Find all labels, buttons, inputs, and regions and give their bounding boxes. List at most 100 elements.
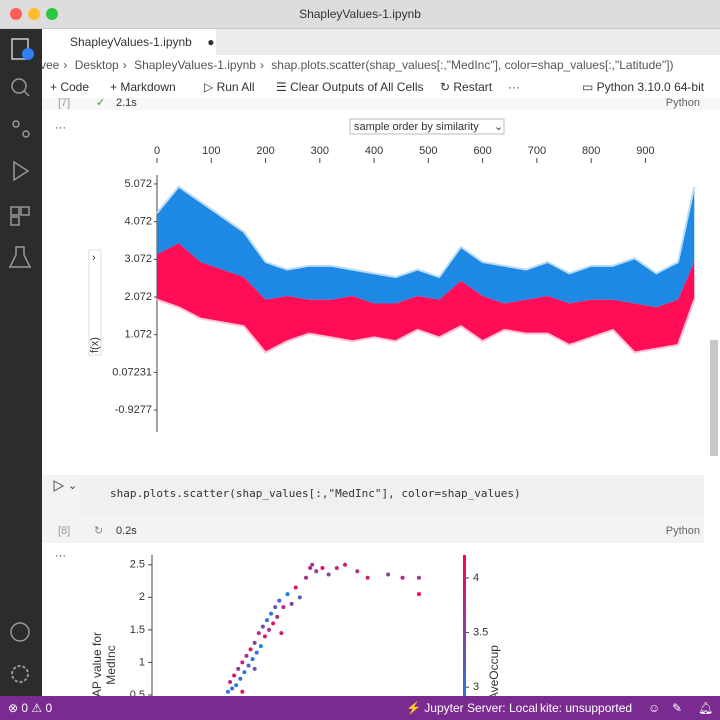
search-icon[interactable] (11, 78, 27, 94)
add-code[interactable]: + Code (50, 80, 90, 94)
run-all[interactable]: ▷ Run All (204, 80, 255, 94)
y-axis-label: SHAP value for (90, 632, 104, 696)
breadcrumb[interactable]: shap.plots.scatter(shap_values[:,"MedInc… (271, 58, 674, 72)
separator: › (122, 58, 127, 72)
point (260, 624, 265, 629)
kite-status[interactable]: kite: unsupported (540, 701, 633, 715)
cell-menu[interactable]: ⌄ (68, 480, 77, 492)
label: Python 3.10.0 64-bit (596, 80, 705, 94)
y-select[interactable] (88, 249, 102, 356)
scm-icon-node (22, 130, 30, 138)
point (355, 569, 360, 574)
x-tick-label: 800 (582, 145, 600, 157)
extensions-icon[interactable] (10, 206, 20, 216)
editor-tab[interactable]: ShapleyValues-1.ipynb ● (42, 29, 216, 55)
y-tick-label: 4.072 (124, 216, 152, 228)
positive-area (157, 243, 695, 353)
notebook-toolbar: + Code + Markdown ▷ Run All ☰ Clear Outp… (42, 76, 720, 99)
label: Jupyter Server: Local (424, 701, 538, 715)
testing-icon[interactable] (8, 246, 32, 268)
dropdown[interactable] (349, 118, 505, 135)
settings-icon[interactable] (11, 665, 29, 683)
colorbar-label: AveOccup (487, 645, 501, 696)
close-button[interactable] (10, 8, 22, 20)
colorbar-tick-label: 4 (473, 572, 479, 584)
point (252, 640, 257, 645)
maximize-button[interactable] (46, 8, 58, 20)
point (230, 686, 235, 691)
colorbar-tick-label: 3.5 (473, 626, 488, 638)
point (256, 631, 261, 636)
clear-outputs[interactable]: ☰ Clear Outputs of All Cells (276, 80, 424, 94)
window-title: ShapleyValues-1.ipynb (299, 7, 421, 21)
point (343, 562, 348, 567)
point (244, 653, 249, 658)
point (277, 598, 282, 603)
y-axis-label: f(x) (89, 337, 101, 353)
add-markdown[interactable]: + Markdown (110, 80, 176, 94)
colorbar (463, 555, 466, 696)
scm-icon[interactable] (12, 120, 20, 128)
account-icon[interactable] (10, 622, 30, 642)
feedback[interactable]: ✎ (672, 701, 683, 715)
spinner: ↻ (94, 525, 103, 537)
notifications[interactable]: 🔔︎ (698, 701, 714, 715)
point (314, 569, 319, 574)
point (334, 566, 339, 571)
y-tick-label: 0.5 (130, 689, 145, 696)
output-menu[interactable]: ··· (55, 550, 66, 562)
activity-icons (8, 38, 34, 683)
point (248, 647, 253, 652)
label: Restart (453, 80, 493, 94)
y-tick-label: 3.072 (124, 253, 152, 265)
point (308, 566, 313, 571)
lower-edge (156, 298, 696, 354)
y-tick-label: 1.072 (124, 329, 152, 341)
point (250, 657, 255, 662)
dirty-dot: ● (207, 35, 215, 49)
x-tick-label: 0 (154, 145, 160, 157)
point (297, 595, 302, 600)
cell-language: Python (666, 98, 700, 109)
server-status[interactable]: ⚡ Jupyter Server: Local (406, 701, 538, 715)
restart[interactable]: ↻ Restart (440, 80, 493, 94)
tab-label: ShapleyValues-1.ipynb (70, 35, 192, 49)
scrollbar-thumb[interactable] (710, 340, 718, 456)
x-tick-label: 400 (365, 145, 383, 157)
debug-icon[interactable] (13, 160, 30, 182)
dropdown-label: sample order by similarity (354, 121, 479, 133)
notebook-canvas: [7] ✓ 2.1s Python ··· sample order by si… (42, 98, 720, 696)
errors[interactable]: ⊗ 0 ⚠ 0 (8, 701, 53, 715)
point (304, 575, 308, 580)
cell-language: Python (666, 525, 700, 537)
breadcrumb[interactable]: vee (42, 58, 60, 72)
kernel-picker[interactable]: ▭ Python 3.10.0 64-bit (582, 80, 705, 94)
minimize-button[interactable] (28, 8, 40, 20)
point (236, 666, 241, 671)
label: Run All (216, 80, 255, 94)
label: Clear Outputs of All Cells (290, 80, 424, 94)
force-plot: 0 100 200 300 400 500 600 700 800 900 5.072 4.072 3.… (112, 145, 696, 432)
y-tick-label: -0.9277 (115, 404, 152, 416)
badge (22, 48, 34, 60)
cell-time: 0.2s (116, 525, 137, 537)
label: Markdown (120, 80, 176, 94)
copilot[interactable]: ☺ (648, 701, 661, 715)
dropdown-arrow: ⌄ (494, 121, 503, 133)
y-tick-label: 2.072 (124, 291, 152, 303)
point (273, 605, 278, 610)
more[interactable]: ··· (508, 80, 520, 94)
negative-area (157, 186, 695, 308)
cell-count: [8] (58, 525, 70, 537)
x-tick-label: 500 (419, 145, 437, 157)
breadcrumb[interactable]: ShapleyValues-1.ipynb (134, 58, 256, 72)
output-menu[interactable]: ··· (55, 122, 66, 134)
tab-bar: ShapleyValues-1.ipynb ● (42, 29, 720, 55)
run-cell[interactable] (53, 480, 65, 492)
breadcrumb[interactable]: Desktop (74, 58, 119, 72)
point (240, 689, 245, 694)
activity-bar (0, 29, 42, 696)
breadcrumbs: vee › Desktop › ShapleyValues-1.ipynb › sha… (42, 55, 720, 76)
point (326, 572, 331, 577)
point (240, 660, 245, 665)
